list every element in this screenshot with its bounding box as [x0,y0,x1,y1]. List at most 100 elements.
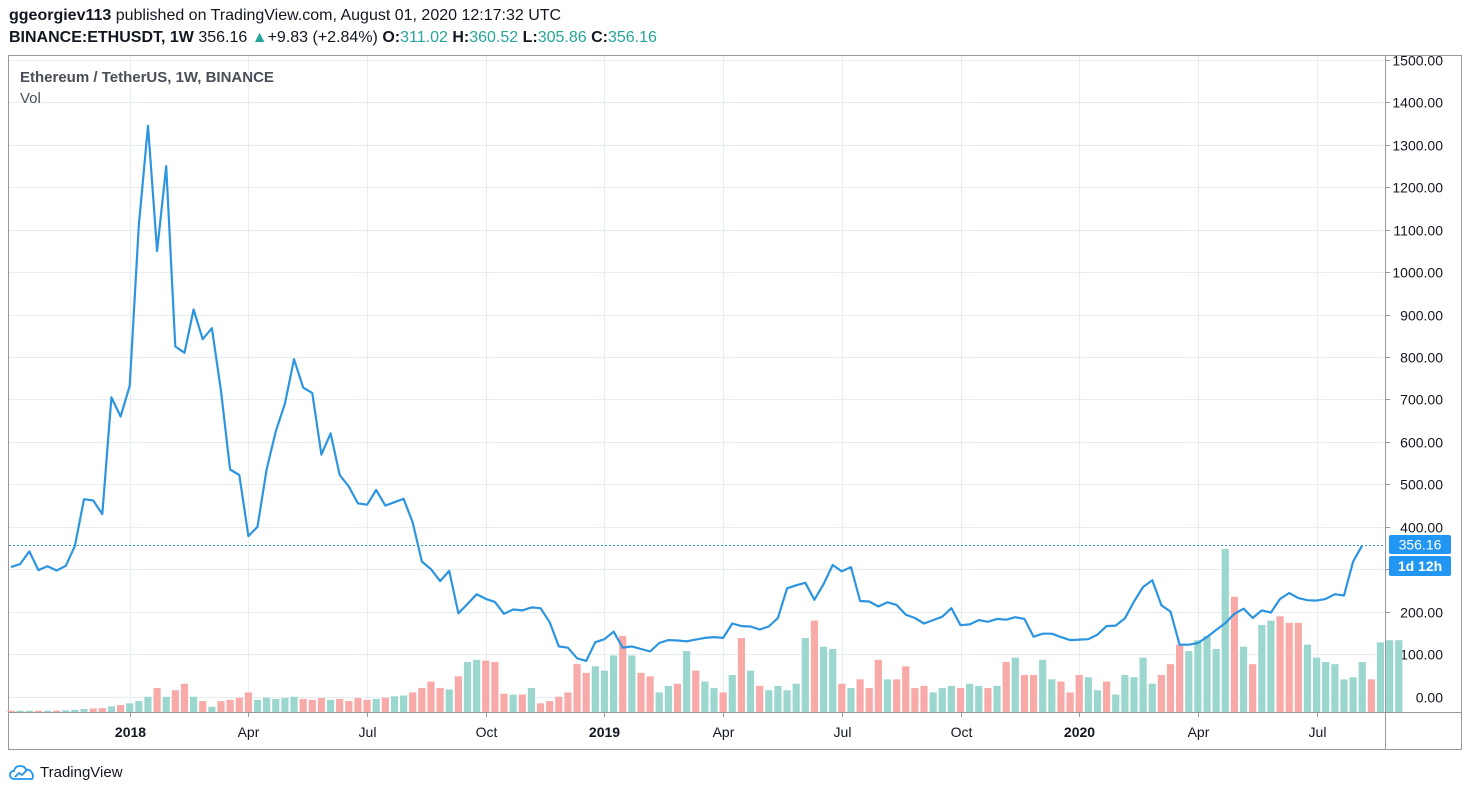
volume-bar [938,688,946,712]
symbol-label: BINANCE:ETHUSDT, 1W [9,29,194,46]
volume-bar [381,697,389,712]
open-value: 311.02 [400,29,448,46]
tradingview-brand[interactable]: TradingView [9,764,123,782]
volume-bar [774,685,782,712]
y-tick-label: 800.00 [1400,350,1443,366]
volume-bar [819,646,828,712]
volume-bar [1130,677,1138,712]
volume-bar [43,710,52,712]
volume-bar [363,699,371,712]
price-badge: 356.16 1d 12h [1389,535,1451,576]
volume-bar [299,698,307,712]
volume-bar [765,690,773,712]
volume-bar [1011,657,1019,712]
volume-bar [208,706,216,712]
volume-bar [153,688,161,712]
volume-bar [710,688,718,712]
volume-bar [801,638,809,712]
volume-bar [692,670,700,712]
change-value: +9.83 (+2.84%) [267,29,378,46]
volume-bar [217,701,225,712]
volume-bar [1176,644,1184,712]
volume-bar [619,635,627,712]
volume-bar [847,688,855,712]
volume-bar [628,655,636,712]
x-tick-label: Oct [476,724,498,740]
y-tick-label: 1300.00 [1392,138,1443,154]
volume-bar [947,685,955,712]
legend-vol: Vol [20,90,41,107]
legend-title: Ethereum / TetherUS, 1W, BINANCE [20,69,274,86]
volume-bar [1029,675,1038,712]
volume-bar [929,692,937,712]
volume-bar [737,638,745,712]
volume-bar [911,688,919,712]
volume-bar [728,675,736,712]
volume-bar [975,685,983,712]
volume-bar [527,688,536,712]
x-tick-label: Apr [1188,724,1210,740]
volume-bar [80,708,88,712]
volume-bar [865,688,873,712]
change-up-icon: ▲ [251,29,268,46]
volume-bar [1395,640,1403,712]
volume-bar [1212,648,1220,712]
volume-bar [564,692,572,712]
volume-bar [1084,677,1092,712]
volume-bar [1048,679,1056,712]
volume-bar [427,681,435,712]
volume-bar [600,670,609,712]
low-value: 305.86 [537,29,587,46]
grid [9,56,1385,712]
y-tick-label: 1100.00 [1393,223,1443,239]
volume-bar [546,701,554,712]
volume-bar [829,648,837,712]
volume-bar [107,706,116,712]
volume-bar [281,698,289,712]
volume-bar [1367,679,1375,712]
y-tick-label: 400.00 [1400,520,1443,536]
volume-bar [1075,675,1083,712]
x-tick-label: 2020 [1064,724,1095,740]
volume-bar [272,698,280,712]
volume-bar [1093,690,1102,712]
volume-bar [1039,659,1047,712]
volume-bar [1203,635,1211,712]
volume-bar [646,676,654,712]
volume-bar [98,708,106,712]
volume-bar [62,710,70,712]
volume-bar [883,679,892,712]
x-tick-label: Jul [359,724,377,740]
volume-bar [783,690,791,712]
y-tick-label: 1500.00 [1392,53,1443,69]
volume-bar [1294,622,1302,712]
author-name[interactable]: ggeorgiev113 [9,7,112,24]
volume-bar [1103,681,1111,712]
volume-bar [1148,683,1156,712]
volume-bar [756,685,764,712]
volume-bar [7,710,15,712]
volume-bar [518,694,526,712]
volume-bar [1112,694,1120,712]
price-badge-value: 356.16 [1399,537,1442,553]
volume-bar [655,692,663,712]
volume-bar [1066,692,1074,712]
volume-bar [445,689,453,712]
volume-bar [856,679,864,712]
volume-bar [1239,646,1248,712]
volume-bar [454,676,462,712]
volume-bar [984,688,992,712]
volume-bar [1303,644,1312,712]
volume-bar [1322,661,1330,712]
x-tick-label: 2019 [589,724,620,740]
volume-bar [902,666,910,712]
volume-bar [893,679,901,712]
y-tick-label: 100.00 [1400,647,1443,663]
price-line [10,124,1364,662]
volume-bar [409,692,417,712]
volume-bar [536,703,545,712]
volume-bar [810,620,819,712]
volume-bar [89,708,97,712]
volume-bar [326,699,335,712]
